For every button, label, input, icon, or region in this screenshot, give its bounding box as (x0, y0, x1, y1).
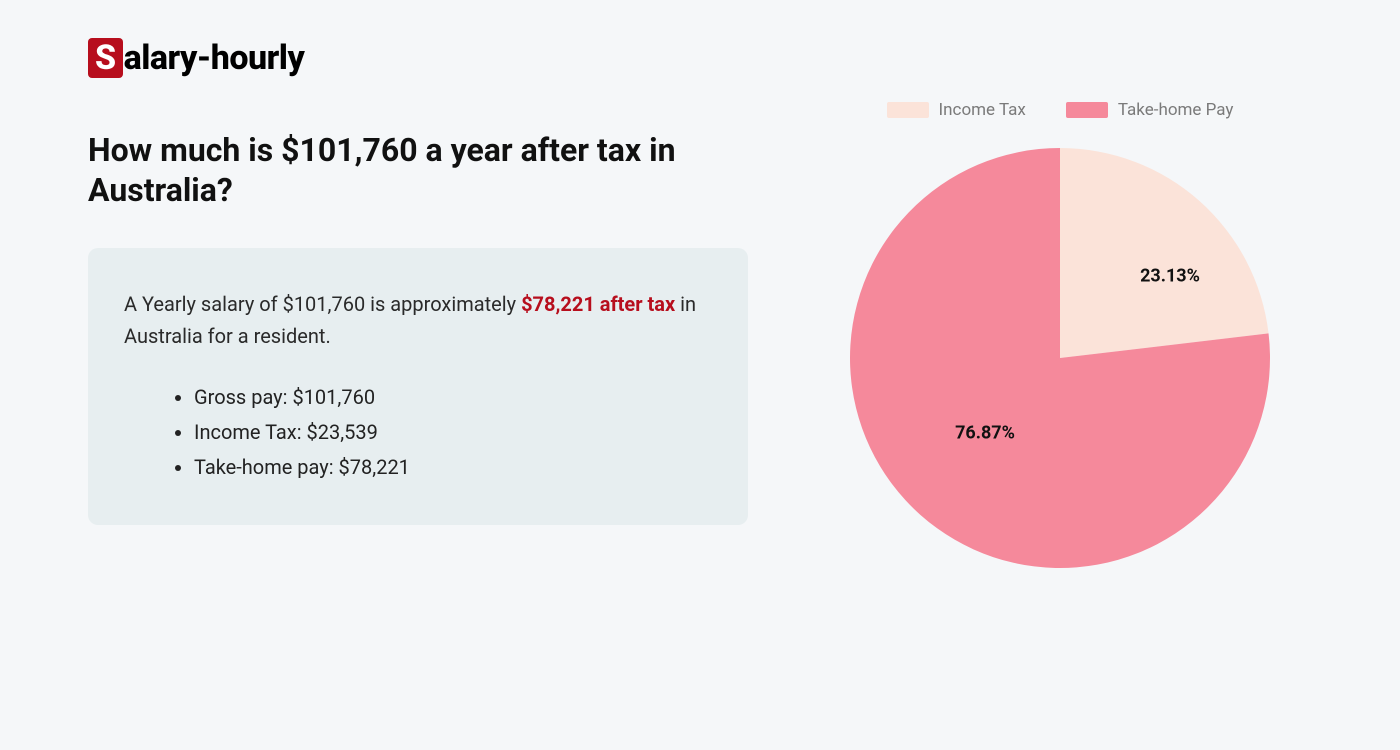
pie-slice-label: 76.87% (955, 423, 1015, 444)
summary-box: A Yearly salary of $101,760 is approxima… (88, 248, 748, 525)
logo-prefix: S (88, 38, 123, 78)
list-item: Take-home pay: $78,221 (194, 450, 708, 485)
chart-legend: Income Tax Take-home Pay (820, 100, 1300, 120)
list-item: Income Tax: $23,539 (194, 415, 708, 450)
summary-list: Gross pay: $101,760 Income Tax: $23,539 … (124, 380, 708, 485)
pie-chart: 23.13% 76.87% (840, 138, 1280, 578)
pie-slice-label: 23.13% (1140, 266, 1200, 287)
logo-rest: alary-hourly (124, 38, 305, 78)
page-heading: How much is $101,760 a year after tax in… (88, 130, 748, 210)
legend-swatch (887, 102, 929, 118)
pie-svg (840, 138, 1280, 578)
legend-label: Income Tax (939, 100, 1026, 120)
list-item: Gross pay: $101,760 (194, 380, 708, 415)
main-content: How much is $101,760 a year after tax in… (88, 130, 748, 525)
legend-item-take-home: Take-home Pay (1066, 100, 1234, 120)
legend-swatch (1066, 102, 1108, 118)
summary-highlight: $78,221 after tax (521, 292, 675, 316)
summary-text-before: A Yearly salary of $101,760 is approxima… (124, 292, 521, 316)
legend-item-income-tax: Income Tax (887, 100, 1026, 120)
site-logo: Salary-hourly (88, 38, 304, 78)
legend-label: Take-home Pay (1118, 100, 1234, 120)
summary-text: A Yearly salary of $101,760 is approxima… (124, 288, 708, 352)
pie-slice (1060, 148, 1269, 358)
pie-chart-section: Income Tax Take-home Pay 23.13% 76.87% (820, 100, 1300, 578)
